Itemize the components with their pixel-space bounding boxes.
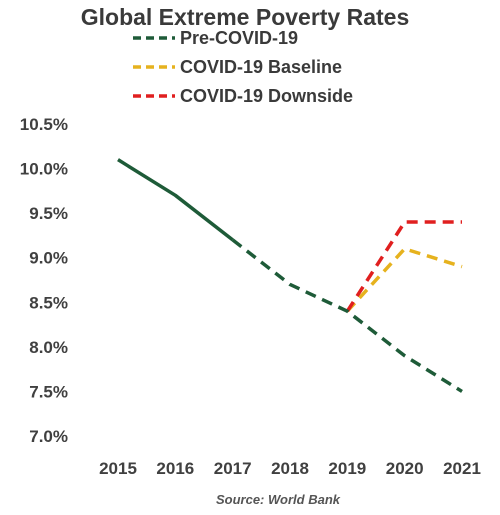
x-axis: 2015 2016 2017 2018 2019 2020 2021 xyxy=(99,459,481,478)
chart-legend: Pre-COVID-19 COVID-19 Baseline COVID-19 Do… xyxy=(133,28,353,106)
series-pre-covid-19 xyxy=(117,158,463,393)
x-tick-label: 2017 xyxy=(214,459,252,478)
series-line-dashed xyxy=(346,247,463,313)
series-line-dashed xyxy=(231,238,463,393)
legend-item: Pre-COVID-19 xyxy=(133,28,298,48)
x-tick-label: 2018 xyxy=(271,459,309,478)
series-line-solid xyxy=(117,158,234,242)
y-tick-label: 7.0% xyxy=(29,427,68,446)
y-tick-label: 10.0% xyxy=(20,160,68,179)
legend-label: Pre-COVID-19 xyxy=(180,28,298,48)
y-tick-label: 10.5% xyxy=(20,115,68,134)
legend-label: COVID-19 Baseline xyxy=(180,57,342,77)
y-tick-label: 9.5% xyxy=(29,204,68,223)
series-covid-19-baseline xyxy=(346,247,463,313)
legend-item: COVID-19 Baseline xyxy=(133,57,342,77)
legend-item: COVID-19 Downside xyxy=(133,86,353,106)
x-tick-label: 2021 xyxy=(443,459,481,478)
x-tick-label: 2019 xyxy=(328,459,366,478)
x-tick-label: 2020 xyxy=(386,459,424,478)
y-tick-label: 8.5% xyxy=(29,293,68,312)
x-tick-label: 2015 xyxy=(99,459,137,478)
plot-area xyxy=(117,158,463,393)
y-axis: 7.0% 7.5% 8.0% 8.5% 9.0% 9.5% 10.0% 10.5% xyxy=(20,115,68,446)
series-line-dashed xyxy=(345,220,462,313)
y-tick-label: 7.5% xyxy=(29,382,68,401)
legend-label: COVID-19 Downside xyxy=(180,86,353,106)
series-covid-19-downside xyxy=(345,220,463,313)
y-tick-label: 8.0% xyxy=(29,338,68,357)
x-tick-label: 2016 xyxy=(156,459,194,478)
chart-title: Global Extreme Poverty Rates xyxy=(81,4,410,30)
chart-source: Source: World Bank xyxy=(216,492,341,507)
y-tick-label: 9.0% xyxy=(29,249,68,268)
